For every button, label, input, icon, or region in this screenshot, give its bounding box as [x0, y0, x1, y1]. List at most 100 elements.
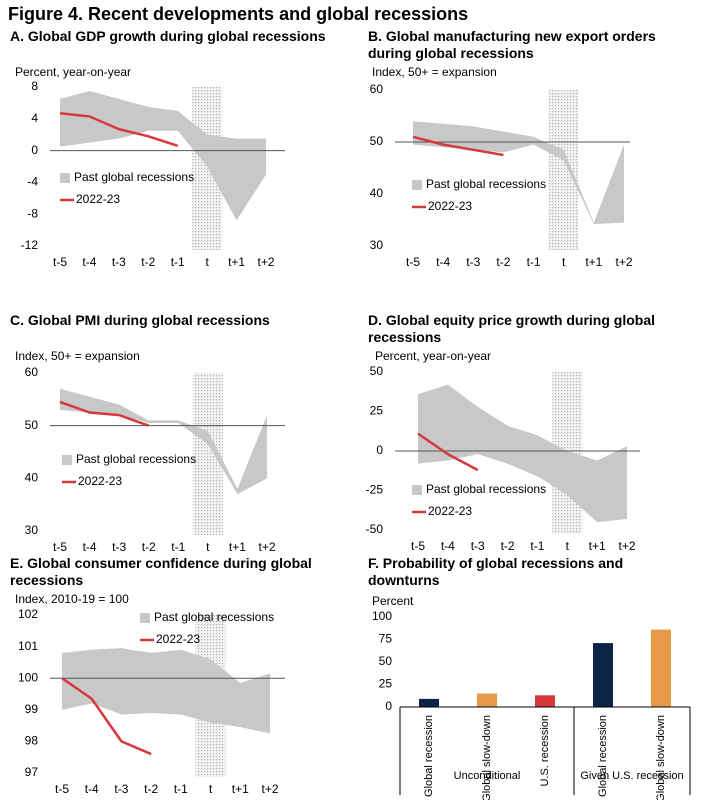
- group-label: Given U.S. recession: [580, 770, 683, 782]
- range-band: [62, 648, 270, 734]
- x-tick-label: t: [205, 255, 209, 269]
- y-tick-label: 50: [370, 134, 384, 148]
- legend-label: 2022-23: [428, 504, 472, 518]
- line-2022-23: [59, 111, 179, 148]
- legend-label: Past global recessions: [426, 177, 546, 191]
- axis-unit-label: Index, 50+ = expansion: [372, 65, 497, 79]
- x-tick-label: t-5: [411, 539, 425, 553]
- x-tick-label: Global recession: [597, 715, 609, 797]
- x-tick-label: t+2: [615, 255, 632, 269]
- legend-label: Past global recessions: [76, 452, 196, 466]
- x-tick-label: t-4: [85, 782, 99, 796]
- y-tick-label: 97: [25, 765, 39, 779]
- x-tick-label: t: [562, 255, 566, 269]
- y-tick-label: 30: [25, 523, 39, 537]
- line-2022-23: [59, 400, 150, 427]
- x-tick-label: t-5: [53, 255, 67, 269]
- bar: [535, 695, 555, 707]
- x-tick-label: t+1: [229, 540, 246, 554]
- x-tick-label: Global slow-down: [481, 715, 493, 800]
- range-band: [60, 388, 267, 495]
- legend-label: Past global recessions: [74, 170, 194, 184]
- x-tick-label: t+1: [589, 539, 606, 553]
- line-2022-23: [61, 677, 152, 756]
- x-tick-label: t: [209, 782, 213, 796]
- legend-label: 2022-23: [156, 632, 200, 646]
- x-tick-label: Global recession: [423, 715, 435, 797]
- axis-unit-label: Index, 50+ = expansion: [15, 349, 140, 363]
- figure-title: Figure 4. Recent developments and global…: [8, 4, 469, 24]
- x-tick-label: t-4: [436, 255, 450, 269]
- y-tick-label: 30: [370, 238, 384, 252]
- range-band: [413, 121, 624, 225]
- legend-swatch: [412, 485, 422, 495]
- x-tick-label: t: [206, 540, 210, 554]
- x-tick-label: t-2: [501, 539, 515, 553]
- panel-title: E. Global consumer confidence during glo…: [10, 555, 312, 588]
- bar: [651, 629, 671, 707]
- y-tick-label: 40: [370, 186, 384, 200]
- y-tick-label: 50: [370, 364, 384, 378]
- y-tick-label: -8: [27, 206, 38, 220]
- x-tick-label: t-1: [174, 782, 188, 796]
- y-tick-label: 0: [31, 143, 38, 157]
- x-tick-label: t+1: [232, 782, 249, 796]
- x-tick-label: t-4: [82, 255, 96, 269]
- panel-title: C. Global PMI during global recessions: [10, 312, 270, 328]
- y-tick-label: -50: [366, 522, 384, 536]
- x-tick-label: t+2: [618, 539, 635, 553]
- panel-title: F. Probability of global recessions and …: [368, 555, 624, 588]
- legend-label: 2022-23: [428, 199, 472, 213]
- x-tick-label: t-5: [406, 255, 420, 269]
- y-tick-label: 99: [25, 702, 39, 716]
- panel-title: B. Global manufacturing new export order…: [368, 28, 656, 61]
- x-tick-label: t-4: [83, 540, 97, 554]
- x-tick-label: t-1: [171, 255, 185, 269]
- x-tick-label: t-2: [142, 540, 156, 554]
- y-tick-label: 0: [376, 443, 383, 457]
- range-band: [418, 384, 627, 523]
- group-label: Unconditional: [454, 770, 521, 782]
- y-tick-label: 4: [31, 111, 38, 125]
- x-tick-label: t-3: [112, 255, 126, 269]
- x-tick-label: t+2: [258, 540, 275, 554]
- y-tick-label: 60: [25, 365, 39, 379]
- legend-label: 2022-23: [76, 192, 120, 206]
- legend-swatch: [412, 180, 422, 190]
- x-tick-label: t-4: [441, 539, 455, 553]
- y-tick-label: -4: [27, 175, 38, 189]
- y-tick-label: -25: [366, 483, 384, 497]
- x-tick-label: t-2: [141, 255, 155, 269]
- bar: [593, 643, 613, 707]
- bar: [419, 698, 439, 707]
- legend-swatch: [62, 455, 72, 465]
- legend-swatch: [140, 613, 150, 623]
- legend-label: 2022-23: [78, 474, 122, 488]
- line-2022-23: [412, 135, 504, 157]
- x-tick-label: t+1: [228, 255, 245, 269]
- axis-unit-label: Index, 2010-19 = 100: [15, 592, 129, 606]
- y-tick-label: 102: [18, 607, 38, 621]
- axis-unit-label: Percent, year-on-year: [375, 349, 491, 363]
- panel-title: A. Global GDP growth during global reces…: [10, 28, 326, 44]
- y-tick-label: 50: [379, 654, 393, 668]
- x-tick-label: t-2: [144, 782, 158, 796]
- x-tick-label: t-1: [530, 539, 544, 553]
- x-tick-label: t+2: [257, 255, 274, 269]
- x-tick-label: t+1: [585, 255, 602, 269]
- y-tick-label: -12: [21, 238, 39, 252]
- line-2022-23: [417, 432, 479, 472]
- legend-label: Past global recessions: [426, 482, 546, 496]
- y-tick-label: 100: [18, 670, 38, 684]
- x-tick-label: t: [566, 539, 570, 553]
- y-tick-label: 101: [18, 639, 38, 653]
- range-band: [60, 90, 266, 221]
- y-tick-label: 75: [379, 632, 393, 646]
- x-tick-label: t-3: [466, 255, 480, 269]
- x-tick-label: t-3: [114, 782, 128, 796]
- x-tick-label: t+2: [261, 782, 278, 796]
- x-tick-label: Global slow-down: [655, 715, 667, 800]
- legend-label: Past global recessions: [154, 610, 274, 624]
